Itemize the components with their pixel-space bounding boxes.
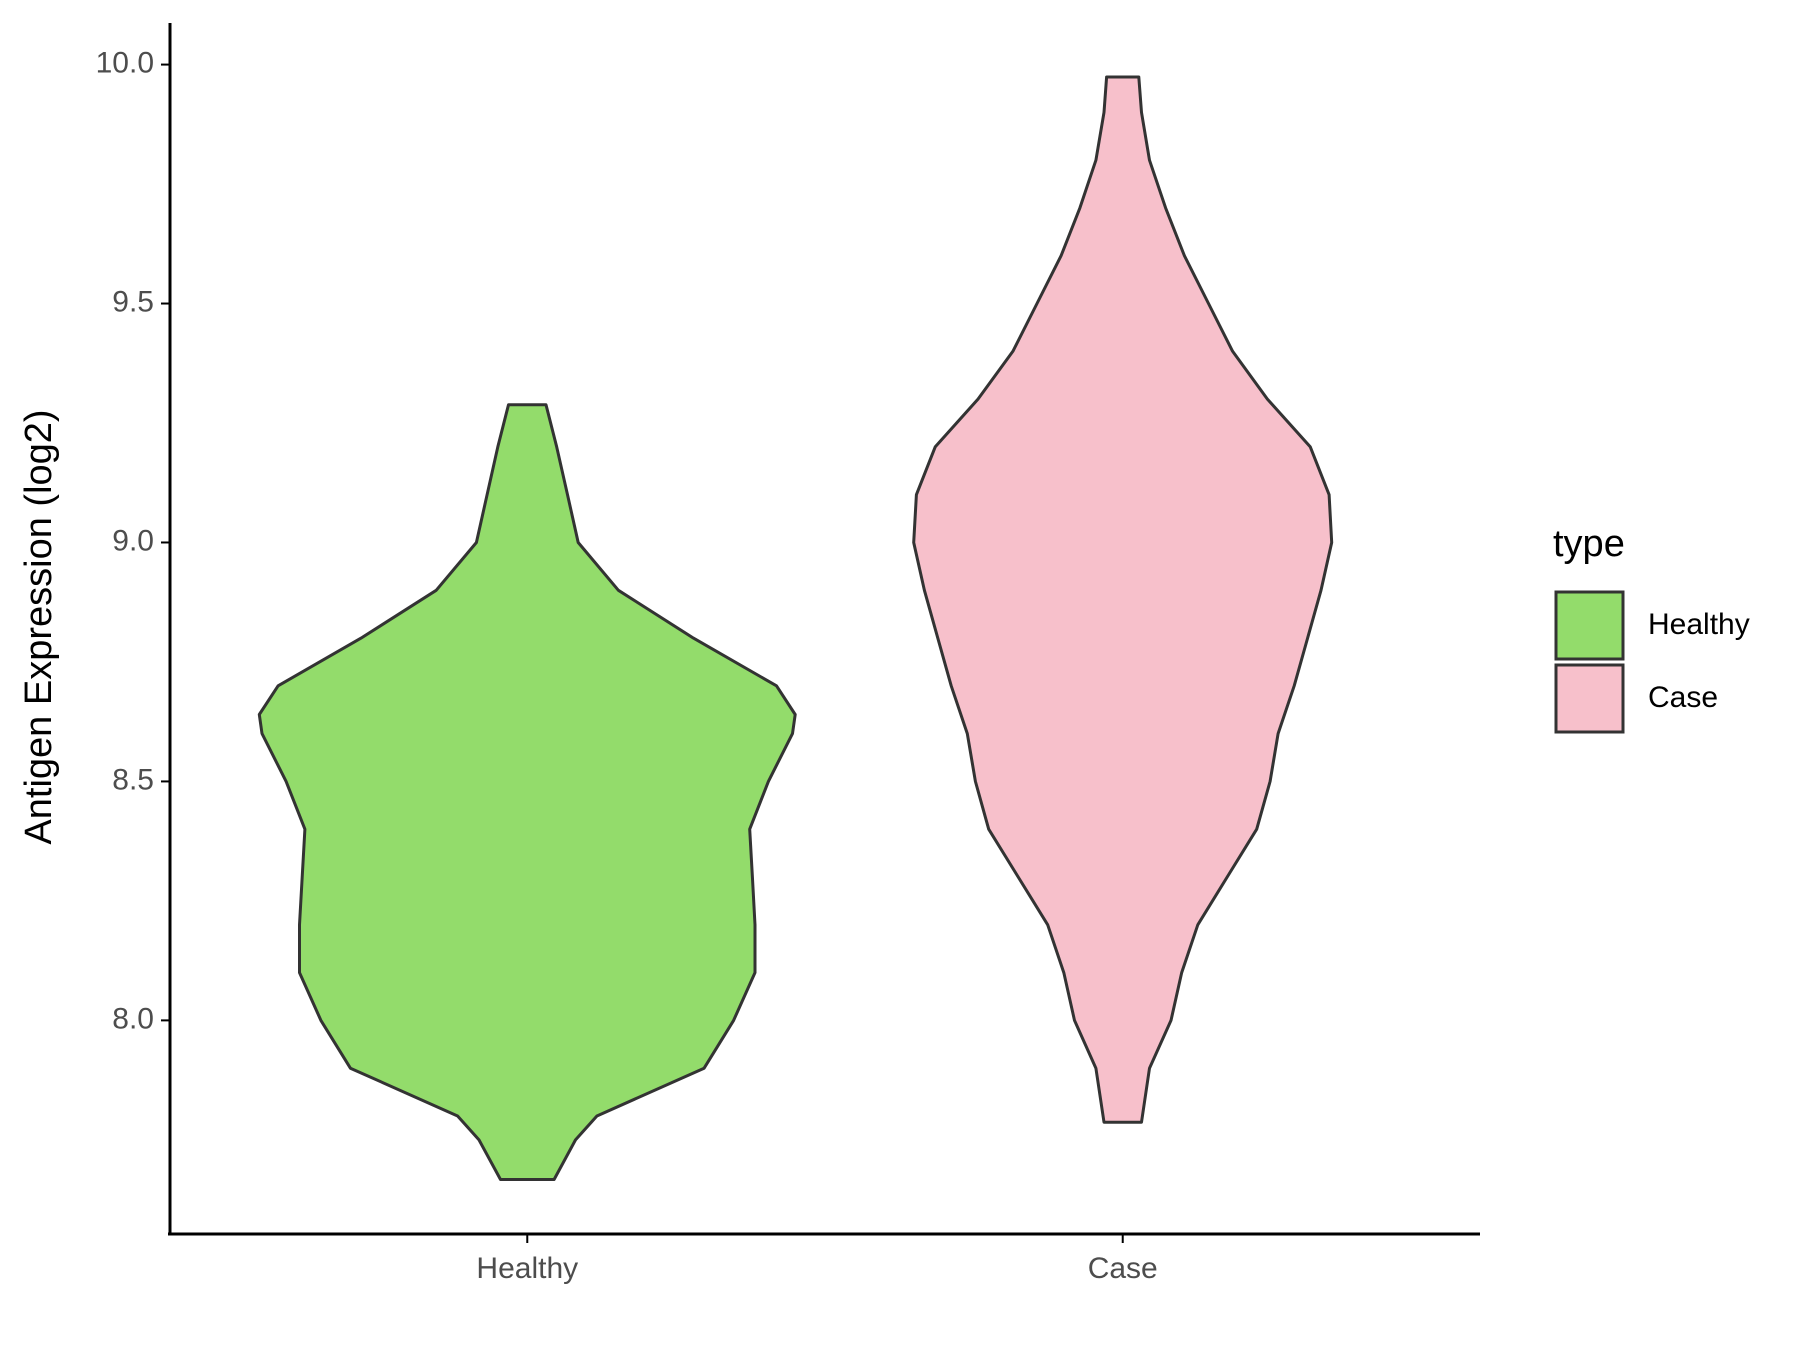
legend-label: Case bbox=[1648, 681, 1718, 714]
y-tick-label: 9.5 bbox=[112, 285, 154, 318]
violin bbox=[257, 403, 797, 1181]
legend-label: Healthy bbox=[1648, 608, 1750, 641]
legend-key bbox=[1554, 663, 1625, 734]
x-tick-label: Case bbox=[1088, 1252, 1158, 1285]
y-tick-label: 8.0 bbox=[112, 1002, 154, 1035]
y-axis-title: Antigen Expression (log2) bbox=[18, 409, 60, 844]
x-tick-label: Healthy bbox=[476, 1252, 578, 1285]
legend-title: type bbox=[1553, 523, 1625, 565]
y-tick-label: 9.0 bbox=[112, 524, 154, 557]
violin bbox=[912, 75, 1334, 1124]
y-tick-label: 8.5 bbox=[112, 763, 154, 796]
legend-key bbox=[1554, 590, 1625, 661]
y-tick-label: 10.0 bbox=[96, 46, 154, 79]
